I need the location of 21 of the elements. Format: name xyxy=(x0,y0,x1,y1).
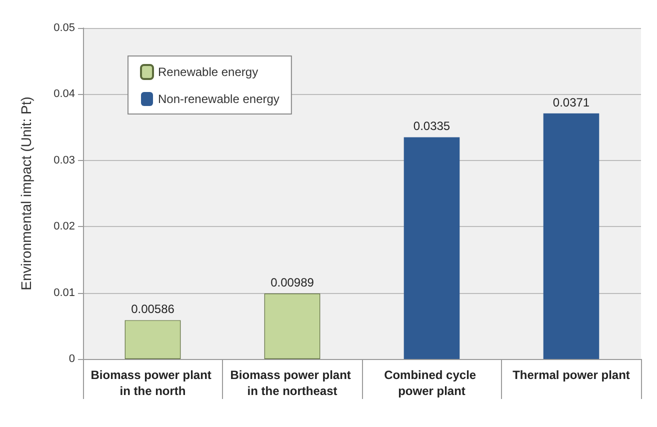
y-tick-label: 0 xyxy=(68,353,75,365)
bar xyxy=(543,113,600,359)
x-tick-label: Thermal power plant xyxy=(512,368,630,382)
bar xyxy=(404,137,460,359)
legend-label: Non-renewable energy xyxy=(158,92,280,106)
legend-label: Renewable energy xyxy=(158,65,258,79)
x-tick-label: Biomass power plant in the northeast xyxy=(230,368,354,398)
bar xyxy=(264,294,320,359)
y-tick-label: 0.05 xyxy=(54,22,75,34)
y-tick-label: 0.04 xyxy=(54,88,75,100)
data-label: 0.00989 xyxy=(270,276,314,290)
bar xyxy=(124,320,181,359)
y-tick-label: 0.03 xyxy=(54,154,75,166)
y-tick-label: 0.01 xyxy=(54,286,75,299)
x-tick-label: Combined cycle power plant xyxy=(384,368,480,398)
data-label: 0.00586 xyxy=(131,302,175,316)
x-tick-label: Biomass power plant in the north xyxy=(90,368,215,398)
y-axis-title: Environmental impact (Unit: Pt) xyxy=(18,96,34,290)
data-label: 0.0335 xyxy=(413,119,450,134)
y-tick-label: 0.02 xyxy=(54,220,75,233)
data-label: 0.0371 xyxy=(552,95,590,110)
